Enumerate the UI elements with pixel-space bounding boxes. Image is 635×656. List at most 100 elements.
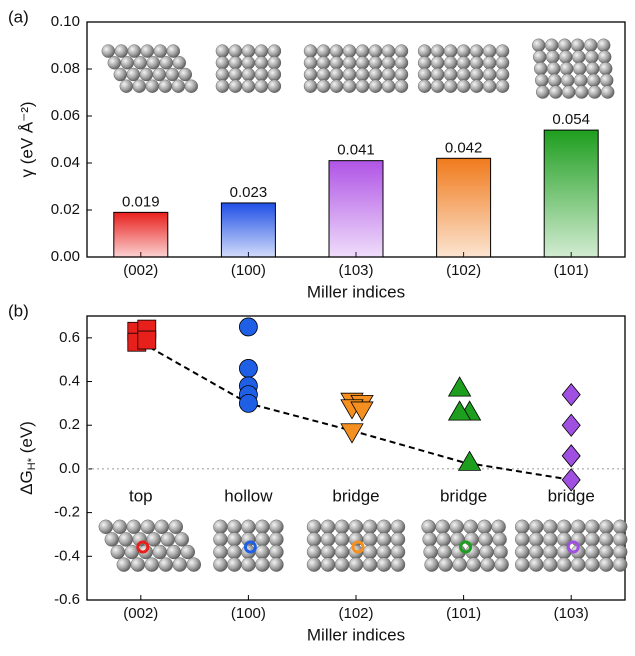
atom	[481, 558, 495, 572]
atom	[601, 86, 614, 99]
atom	[573, 62, 586, 75]
bar	[544, 130, 598, 257]
surface-model	[532, 39, 614, 99]
atom	[562, 86, 575, 99]
atom	[317, 56, 330, 69]
atom	[439, 558, 453, 572]
atom	[229, 68, 242, 81]
atom	[113, 520, 127, 534]
x-tick-label: (002)	[123, 262, 158, 279]
data-point	[562, 445, 580, 467]
atom	[613, 520, 627, 534]
y-label-main: ΔG	[17, 470, 36, 495]
atom	[159, 80, 172, 93]
atom	[470, 56, 483, 69]
surface-model	[213, 520, 283, 572]
atom	[111, 545, 125, 559]
atom	[255, 545, 269, 559]
atom	[431, 45, 444, 58]
surface-model	[515, 520, 627, 572]
atom	[369, 68, 382, 81]
atom	[584, 39, 597, 52]
atom	[422, 520, 436, 534]
atom	[173, 558, 187, 572]
atom	[496, 45, 509, 58]
atom	[532, 39, 545, 52]
atom	[457, 56, 470, 69]
atom	[154, 45, 167, 58]
atom	[558, 39, 571, 52]
atom	[269, 532, 283, 546]
atom	[335, 532, 349, 546]
atom	[515, 558, 529, 572]
y-tick-label: 0.0	[59, 460, 80, 477]
x-tick-label: (101)	[554, 262, 589, 279]
atom	[131, 558, 145, 572]
atom	[483, 68, 496, 81]
atom	[470, 80, 483, 93]
atom	[330, 45, 343, 58]
atom	[391, 545, 405, 559]
atom	[418, 80, 431, 93]
atom	[269, 558, 283, 572]
y-tick-label: 0.4	[59, 373, 80, 390]
atom	[495, 558, 509, 572]
x-axis-label: Miller indices	[307, 282, 405, 301]
atom	[465, 532, 479, 546]
atom	[437, 532, 451, 546]
atom	[585, 545, 599, 559]
data-point	[239, 318, 257, 336]
atom	[117, 558, 131, 572]
data-point	[562, 414, 580, 436]
atom	[161, 532, 175, 546]
bar	[437, 158, 491, 257]
y-axis-label: γ (eV Å⁻²)	[17, 101, 36, 177]
atom	[599, 520, 613, 534]
x-tick-label: (102)	[338, 605, 373, 622]
atom	[585, 50, 598, 63]
atom	[363, 520, 377, 534]
atom	[457, 68, 470, 81]
atom	[187, 558, 201, 572]
atom	[167, 545, 181, 559]
site-label: bridge	[332, 486, 379, 505]
atom	[457, 45, 470, 58]
atom	[133, 80, 146, 93]
surface-model	[307, 520, 405, 572]
atom	[321, 545, 335, 559]
atom	[242, 45, 255, 58]
atom	[335, 558, 349, 572]
atom	[216, 45, 229, 58]
atom	[363, 545, 377, 559]
atom	[330, 68, 343, 81]
atom	[216, 68, 229, 81]
atom	[108, 56, 121, 69]
atom	[307, 532, 321, 546]
atom	[268, 80, 281, 93]
atom	[557, 520, 571, 534]
atom	[431, 68, 444, 81]
atom	[343, 56, 356, 69]
atom	[119, 532, 133, 546]
atom	[534, 62, 547, 75]
data-point	[341, 424, 363, 443]
atom	[483, 80, 496, 93]
atom	[436, 520, 450, 534]
atom	[423, 532, 437, 546]
atom	[330, 56, 343, 69]
atom	[496, 80, 509, 93]
atom	[343, 45, 356, 58]
atom	[571, 558, 585, 572]
atom	[304, 45, 317, 58]
atom	[242, 68, 255, 81]
atom	[268, 68, 281, 81]
atom	[549, 86, 562, 99]
atom	[146, 80, 159, 93]
atom	[105, 532, 119, 546]
atom	[268, 56, 281, 69]
x-tick-label: (101)	[446, 605, 481, 622]
atom	[121, 56, 134, 69]
atom	[560, 62, 573, 75]
atom	[585, 520, 599, 534]
atom	[377, 520, 391, 534]
